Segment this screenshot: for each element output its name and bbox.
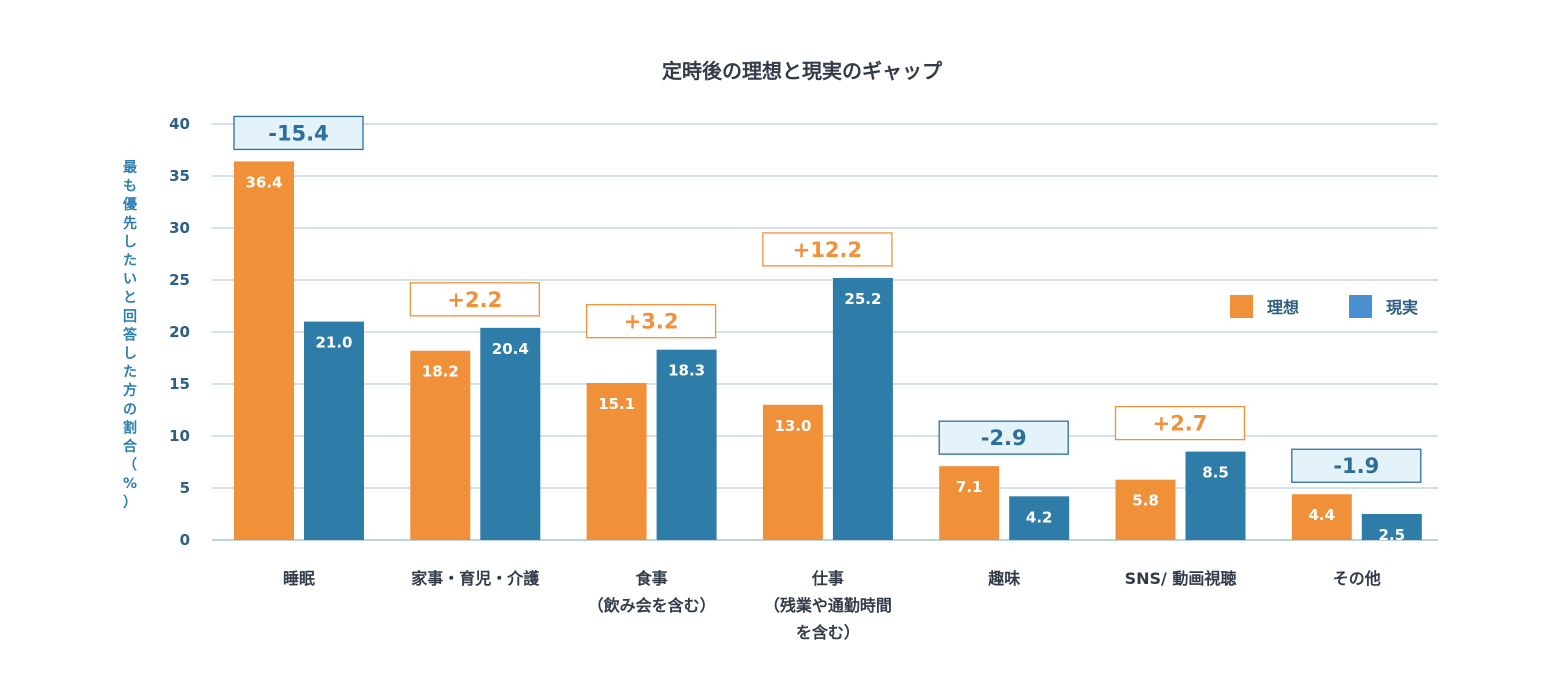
bar-value-label: 36.4 (245, 173, 282, 191)
bar-real (1185, 451, 1246, 540)
y-axis-label-char: と (123, 290, 137, 306)
bar-value-label: 25.2 (844, 290, 881, 308)
bar-ideal (939, 466, 1000, 540)
difference-box (585, 304, 717, 339)
y-axis-label-char: 先 (123, 215, 137, 232)
category-label: その他 (1333, 569, 1381, 588)
bar-ideal (410, 350, 471, 540)
bar-ideal (1115, 479, 1176, 540)
bar-ideal (586, 382, 647, 540)
grid-lines (212, 123, 1438, 541)
bars: 36.4 21.0 18.2 20.4 15.1 18.3 13.0 25.2 7.1 4.2 5.… (234, 161, 1422, 544)
difference-box (1114, 405, 1246, 441)
y-axis-label-char: し (123, 234, 137, 250)
category-label: を含む） (796, 623, 860, 642)
bar-real (480, 327, 541, 540)
y-axis-label-char: 合 (123, 438, 138, 455)
difference-value: +12.2 (793, 238, 862, 262)
y-tick-label: 5 (180, 479, 190, 497)
bar-value-label: 13.0 (774, 417, 811, 435)
difference-box (938, 420, 1069, 455)
bar-real (1361, 514, 1422, 540)
y-axis-label-char: 優 (122, 196, 138, 213)
y-tick-label: 40 (169, 115, 190, 133)
y-axis-label-char: 方 (123, 382, 137, 399)
bar-real (832, 277, 893, 540)
y-tick-label: 20 (169, 323, 190, 341)
y-axis-label-char: た (123, 365, 137, 381)
y-axis-label-char: も (123, 179, 137, 195)
category-label: 睡眠 (283, 569, 315, 588)
bar-value-label: 20.4 (492, 340, 529, 358)
chart-title: 定時後の理想と現実のギャップ (662, 59, 943, 83)
category-label: （残業や通勤時間 (764, 596, 892, 615)
difference-box (409, 282, 540, 317)
legend: 理想 現実 (1230, 295, 1418, 318)
bar-value-label: 5.8 (1132, 492, 1159, 510)
y-axis-label-char: ） (123, 495, 137, 511)
bar-value-label: 18.2 (422, 363, 459, 381)
bar-real (1009, 496, 1070, 540)
difference-box (1291, 448, 1422, 483)
bar-ideal (1291, 494, 1352, 540)
legend-swatch (1230, 295, 1253, 318)
y-tick-label: 30 (169, 219, 190, 237)
difference-value: -15.4 (268, 121, 329, 145)
y-axis-ticks: 0 5 10 15 20 25 30 35 40 (169, 115, 190, 549)
y-tick-label: 10 (169, 427, 190, 445)
y-axis-label-char: 回 (123, 309, 137, 325)
legend-label: 理想 (1267, 298, 1299, 317)
bar-value-label: 7.1 (956, 478, 983, 496)
y-tick-label: 0 (180, 531, 190, 549)
category-label: SNS/ 動画視聴 (1125, 569, 1237, 588)
bar-real (304, 321, 364, 540)
y-axis-label-char: % (123, 476, 137, 492)
bar-ideal (762, 404, 823, 540)
difference-boxes: -15.4 +2.2 +3.2 +12.2 -2.9 +2.7 -1.9 (233, 115, 1422, 483)
difference-value: +2.2 (447, 288, 502, 312)
bar-ideal (234, 161, 294, 540)
bar-real (656, 349, 717, 540)
legend-swatch (1349, 295, 1372, 318)
bar-value-label: 21.0 (315, 334, 352, 352)
y-axis-label-char: 最 (123, 159, 138, 176)
bar-value-label: 18.3 (668, 362, 705, 380)
category-label: 家事・育児・介護 (411, 569, 540, 588)
bar-value-label: 4.4 (1309, 506, 1336, 524)
y-axis-label-char: 割 (123, 419, 137, 436)
category-label: 仕事 (811, 569, 844, 588)
difference-value: -2.9 (981, 426, 1027, 450)
bar-value-label: 15.1 (598, 395, 635, 413)
bar-value-label: 2.5 (1379, 526, 1406, 544)
y-axis-label-char: た (123, 253, 137, 269)
category-label: 趣味 (987, 569, 1020, 588)
difference-value: -1.9 (1333, 454, 1379, 478)
y-tick-label: 15 (169, 375, 190, 393)
bar-value-label: 4.2 (1026, 508, 1053, 526)
difference-value: +2.7 (1153, 412, 1208, 436)
difference-box (762, 232, 893, 267)
y-tick-label: 35 (169, 167, 190, 185)
y-axis-label-char: の (123, 402, 137, 418)
y-axis-label-char: し (123, 346, 137, 362)
difference-box (233, 115, 364, 151)
y-tick-label: 25 (169, 271, 190, 289)
legend-label: 現実 (1386, 298, 1418, 317)
category-label: 食事 (635, 569, 668, 588)
bar-value-label: 8.5 (1202, 464, 1229, 482)
category-label: （飲み会を含む） (588, 596, 716, 615)
y-axis-label-char: 答 (123, 326, 138, 343)
difference-value: +3.2 (624, 310, 679, 334)
y-axis-label-char: い (123, 272, 137, 288)
y-axis-label-char: （ (123, 458, 137, 474)
